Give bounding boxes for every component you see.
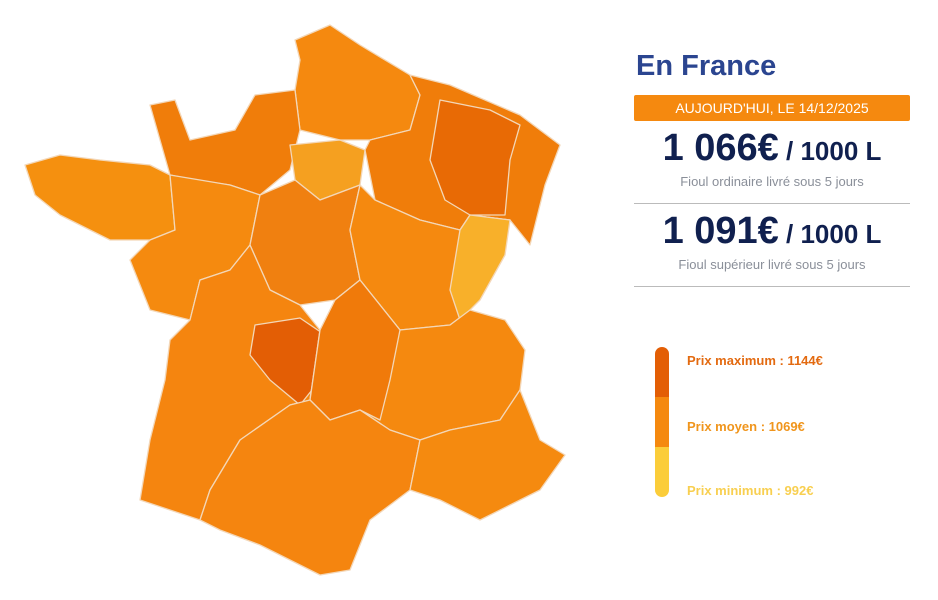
region-occitanie[interactable] — [199, 399, 421, 576]
price-panel: En France AUJOURD'HUI, LE 14/12/2025 1 0… — [634, 50, 910, 287]
price-superieur-label: Fioul supérieur livré sous 5 jours — [634, 257, 910, 287]
price-legend: Prix maximum : 1144€ Prix moyen : 1069€ … — [655, 347, 895, 498]
region-paca[interactable] — [409, 389, 566, 521]
price-ordinaire: 1 066€ / 1000 L — [662, 127, 882, 169]
legend-min: Prix minimum : 992€ — [687, 483, 814, 498]
price-superieur: 1 091€ / 1000 L — [662, 210, 882, 252]
page-title: En France — [636, 50, 777, 82]
region-limousin[interactable] — [249, 317, 326, 406]
legend-color-bar — [655, 347, 669, 497]
legend-avg: Prix moyen : 1069€ — [687, 419, 805, 434]
france-price-map — [24, 24, 566, 576]
region-bretagne[interactable] — [24, 154, 176, 241]
region-lorraine[interactable] — [429, 99, 521, 216]
legend-max: Prix maximum : 1144€ — [687, 353, 823, 368]
price-ordinaire-label: Fioul ordinaire livré sous 5 jours — [634, 174, 910, 204]
region-franche-comte[interactable] — [449, 214, 511, 321]
region-auvergne[interactable] — [309, 279, 401, 421]
region-hauts-de-france[interactable] — [294, 24, 421, 141]
date-banner: AUJOURD'HUI, LE 14/12/2025 — [634, 95, 910, 121]
